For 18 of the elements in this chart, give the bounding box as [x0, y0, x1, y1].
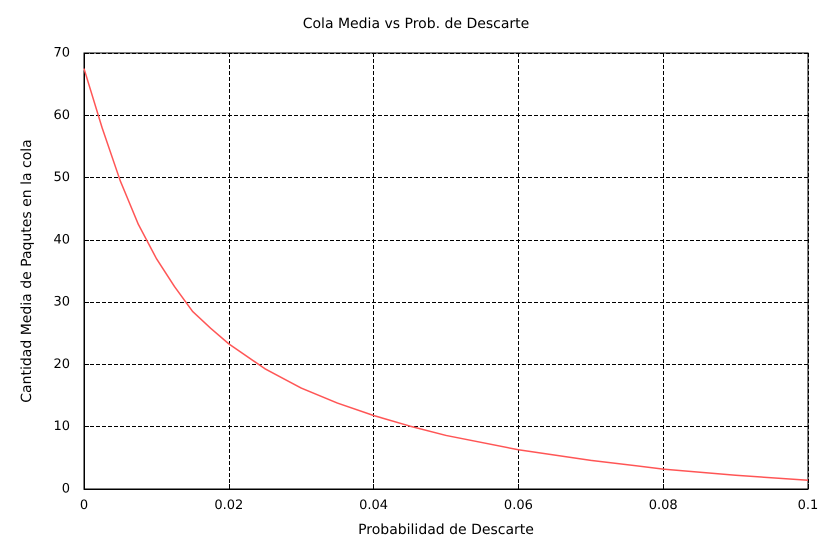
x-tick-label: 0.02: [214, 498, 244, 513]
y-tick-label: 0: [62, 482, 70, 496]
y-tick-label: 60: [53, 108, 70, 123]
y-tick-label: 20: [53, 356, 70, 372]
y-tick-label: 50: [53, 170, 70, 186]
y-tick-label: 10: [53, 419, 70, 434]
x-tick-label: 0.06: [504, 498, 533, 513]
y-tick-label: 40: [53, 232, 70, 248]
x-tick-label: 0.04: [359, 498, 388, 513]
y-tick-label: 30: [53, 294, 70, 310]
x-tick-label: 0.08: [648, 498, 678, 513]
x-tick-label: 0.1: [798, 498, 818, 513]
x-axis-title: Probabilidad de Descarte: [358, 522, 534, 538]
chart-title: Cola Media vs Prob. de Descarte: [302, 16, 530, 32]
y-tick-label: 70: [53, 46, 70, 60]
y-axis-title: Cantidad Media de Paqutes en la cola: [19, 139, 35, 403]
line-series: [83, 68, 809, 482]
x-tick-label: 0: [80, 498, 88, 513]
